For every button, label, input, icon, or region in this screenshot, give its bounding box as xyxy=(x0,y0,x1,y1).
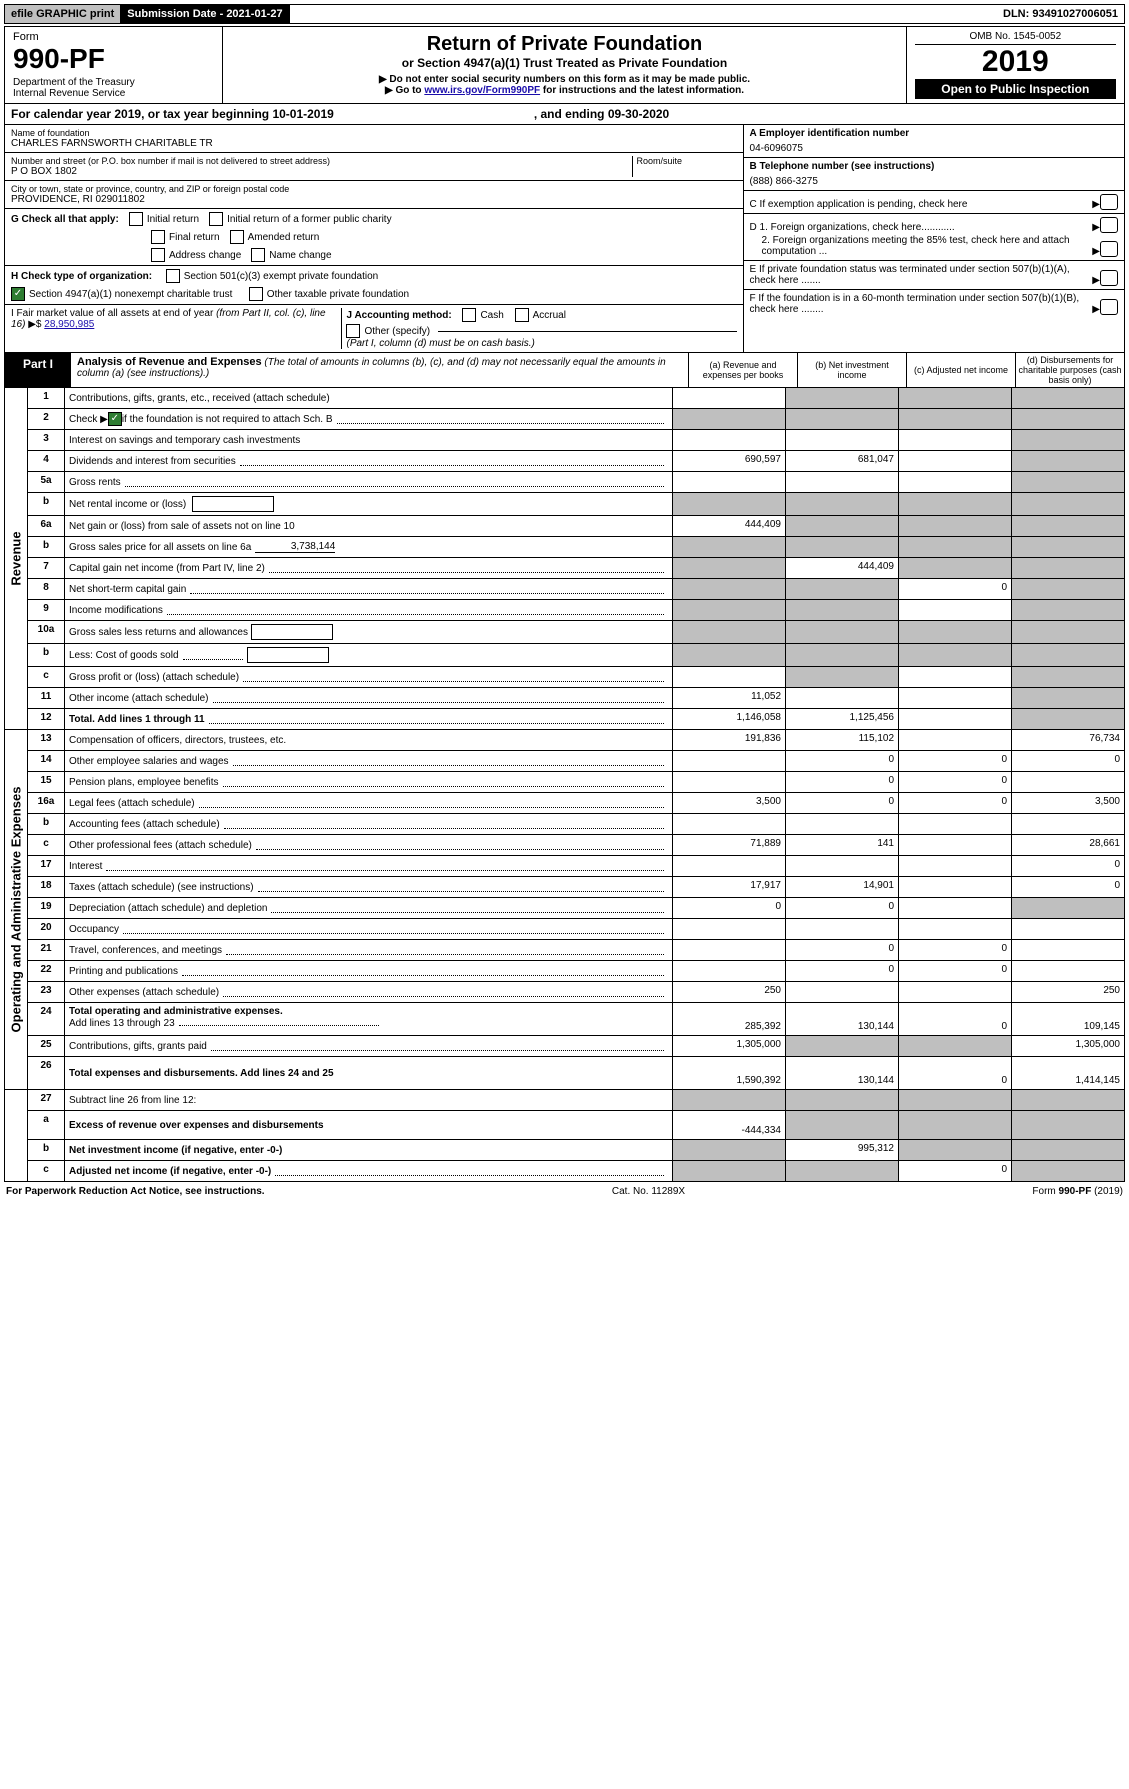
chk-address[interactable]: Address change xyxy=(151,248,241,262)
chk-e[interactable] xyxy=(1100,270,1118,286)
chk-accrual[interactable] xyxy=(515,308,529,322)
ein-label: A Employer identification number xyxy=(750,128,910,139)
chk-initial-former[interactable]: Initial return of a former public charit… xyxy=(209,212,392,226)
col-c-head: (c) Adjusted net income xyxy=(907,353,1016,387)
chk-501c3[interactable] xyxy=(166,269,180,283)
form-header: Form 990-PF Department of the Treasury I… xyxy=(4,26,1125,104)
tel-value: (888) 866-3275 xyxy=(750,176,1118,187)
chk-name[interactable]: Name change xyxy=(251,248,331,262)
d2-label: 2. Foreign organizations meeting the 85%… xyxy=(750,235,1093,257)
foundation-name: CHARLES FARNSWORTH CHARITABLE TR xyxy=(11,138,737,149)
form-ref: Form 990-PF (2019) xyxy=(1032,1186,1123,1197)
revenue-side-label: Revenue xyxy=(9,531,24,585)
street-address: P O BOX 1802 xyxy=(11,166,632,177)
form-label: Form xyxy=(13,31,214,43)
d1-label: D 1. Foreign organizations, check here..… xyxy=(750,222,1093,233)
chk-d2[interactable] xyxy=(1100,241,1118,257)
irs-link[interactable]: www.irs.gov/Form990PF xyxy=(424,85,540,96)
submission-date: Submission Date - 2021-01-27 xyxy=(121,5,289,23)
cat-no: Cat. No. 11289X xyxy=(612,1186,685,1197)
j-label: J Accounting method: xyxy=(346,310,451,321)
col-a-head: (a) Revenue and expenses per books xyxy=(689,353,798,387)
form-subtitle: or Section 4947(a)(1) Trust Treated as P… xyxy=(229,56,899,70)
chk-sch-b[interactable] xyxy=(108,412,122,426)
chk-cash[interactable] xyxy=(462,308,476,322)
form-number: 990-PF xyxy=(13,43,214,75)
tel-label: B Telephone number (see instructions) xyxy=(750,161,935,172)
pra-notice: For Paperwork Reduction Act Notice, see … xyxy=(6,1186,265,1197)
calendar-year-row: For calendar year 2019, or tax year begi… xyxy=(4,104,1125,125)
f-label: F If the foundation is in a 60-month ter… xyxy=(750,293,1093,315)
chk-final[interactable]: Final return xyxy=(151,230,220,244)
chk-other-tax[interactable] xyxy=(249,287,263,301)
form-title: Return of Private Foundation xyxy=(229,33,899,56)
chk-amended[interactable]: Amended return xyxy=(230,230,320,244)
tax-year: 2019 xyxy=(915,45,1116,79)
col-b-head: (b) Net investment income xyxy=(798,353,907,387)
chk-d1[interactable] xyxy=(1100,217,1118,233)
box-10a xyxy=(251,624,333,640)
city-state-zip: PROVIDENCE, RI 029011802 xyxy=(11,194,737,205)
entity-info: Name of foundation CHARLES FARNSWORTH CH… xyxy=(4,125,1125,353)
chk-4947[interactable] xyxy=(11,287,25,301)
top-bar: efile GRAPHIC print Submission Date - 20… xyxy=(4,4,1125,24)
box-5b xyxy=(192,496,274,512)
e-label: E If private foundation status was termi… xyxy=(750,264,1093,286)
val-6b: 3,738,144 xyxy=(255,541,335,553)
dln: DLN: 93491027006051 xyxy=(997,5,1124,23)
chk-c[interactable] xyxy=(1100,194,1118,210)
chk-f[interactable] xyxy=(1100,299,1118,315)
part1-label: Part I xyxy=(5,353,71,387)
expenses-side-label: Operating and Administrative Expenses xyxy=(9,787,24,1033)
part1-header: Part I Analysis of Revenue and Expenses … xyxy=(4,353,1125,388)
dept1: Department of the Treasury xyxy=(13,77,214,88)
room-label: Room/suite xyxy=(637,156,737,166)
j-note: (Part I, column (d) must be on cash basi… xyxy=(346,338,736,349)
city-label: City or town, state or province, country… xyxy=(11,184,737,194)
note-ssn: ▶ Do not enter social security numbers o… xyxy=(229,74,899,85)
chk-other-method[interactable] xyxy=(346,324,360,338)
g-label: G Check all that apply: xyxy=(11,214,119,225)
fmv-value[interactable]: 28,950,985 xyxy=(44,319,94,330)
dept2: Internal Revenue Service xyxy=(13,88,214,99)
efile-badge: efile GRAPHIC print xyxy=(5,5,121,23)
h-label: H Check type of organization: xyxy=(11,271,152,282)
ein-value: 04-6096075 xyxy=(750,143,1118,154)
open-public-badge: Open to Public Inspection xyxy=(915,79,1116,99)
box-10b xyxy=(247,647,329,663)
col-d-head: (d) Disbursements for charitable purpose… xyxy=(1016,353,1124,387)
c-label: C If exemption application is pending, c… xyxy=(750,199,1093,210)
revenue-section: Revenue 1Contributions, gifts, grants, e… xyxy=(4,388,1125,730)
name-label: Name of foundation xyxy=(11,128,737,138)
note-link: ▶ Go to www.irs.gov/Form990PF for instru… xyxy=(229,85,899,96)
addr-label: Number and street (or P.O. box number if… xyxy=(11,156,632,166)
chk-initial[interactable]: Initial return xyxy=(129,212,199,226)
expenses-section: Operating and Administrative Expenses 13… xyxy=(4,730,1125,1090)
line27-section: 27Subtract line 26 from line 12: aExcess… xyxy=(4,1090,1125,1182)
page-footer: For Paperwork Reduction Act Notice, see … xyxy=(4,1182,1125,1201)
omb-number: OMB No. 1545-0052 xyxy=(915,31,1116,45)
